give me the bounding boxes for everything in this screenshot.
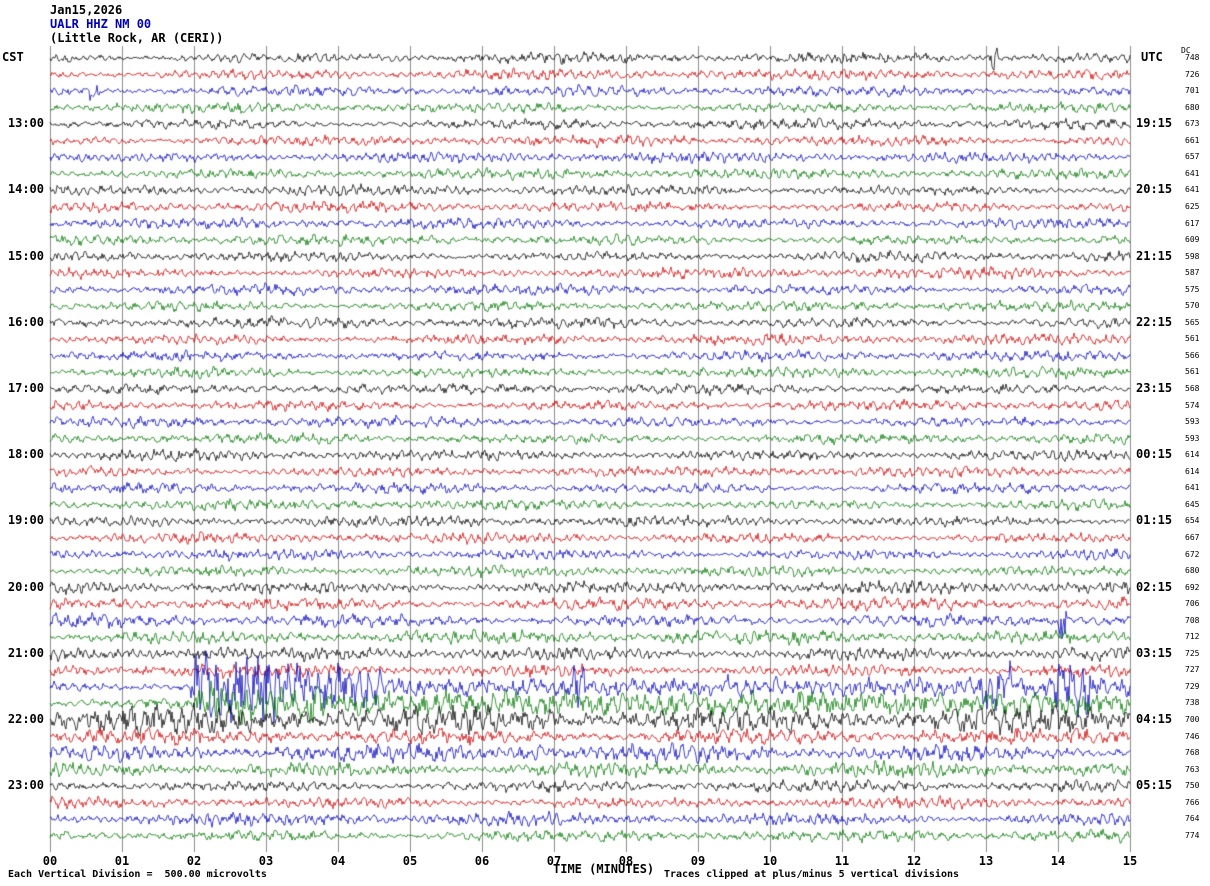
right-time-label: 22:15 xyxy=(1136,314,1173,329)
dc-value: 673 xyxy=(1185,119,1200,129)
right-time-label: 02:15 xyxy=(1136,579,1173,594)
x-tick-label: 13 xyxy=(978,854,994,868)
dc-value: 764 xyxy=(1185,814,1200,824)
right-time-label: 04:15 xyxy=(1136,712,1173,726)
dc-value: 654 xyxy=(1185,516,1200,526)
x-tick-label: 01 xyxy=(114,854,130,868)
dc-value: 641 xyxy=(1185,168,1200,178)
dc-value: 726 xyxy=(1185,69,1200,79)
x-tick-label: 04 xyxy=(330,854,346,868)
dc-column-header: DC xyxy=(1181,46,1191,55)
dc-value: 598 xyxy=(1185,251,1200,261)
x-axis-title: TIME (MINUTES) xyxy=(553,862,655,876)
dc-value: 565 xyxy=(1185,317,1200,327)
dc-value: 712 xyxy=(1185,632,1200,642)
left-time-label: 21:00 xyxy=(7,645,44,660)
dc-value: 738 xyxy=(1185,698,1200,708)
x-tick-label: 02 xyxy=(186,854,202,868)
dc-value: 727 xyxy=(1185,665,1200,675)
dc-value: 568 xyxy=(1185,384,1200,393)
dc-value: 614 xyxy=(1185,450,1200,460)
dc-value: 645 xyxy=(1185,499,1200,509)
station-label: UALR HHZ NM 00 xyxy=(50,17,152,31)
right-timezone-label: UTC xyxy=(1141,50,1163,64)
dc-value: 641 xyxy=(1185,185,1200,195)
x-tick-label: 03 xyxy=(258,854,274,868)
left-time-label: 23:00 xyxy=(7,778,44,793)
dc-value: 570 xyxy=(1185,301,1200,311)
x-tick-label: 05 xyxy=(402,854,418,868)
left-time-label: 20:00 xyxy=(7,579,44,594)
dc-value: 575 xyxy=(1185,284,1200,294)
dc-value: 614 xyxy=(1185,466,1200,476)
dc-value: 625 xyxy=(1185,201,1200,211)
x-tick-label: 06 xyxy=(474,854,490,868)
dc-value: 746 xyxy=(1185,731,1200,741)
dc-value: 680 xyxy=(1185,566,1200,576)
dc-value: 566 xyxy=(1185,350,1200,360)
dc-value: 587 xyxy=(1185,268,1200,278)
right-time-label: 05:15 xyxy=(1136,778,1173,793)
x-tick-label: 09 xyxy=(690,854,706,868)
dc-value: 609 xyxy=(1185,235,1200,245)
x-tick-label: 12 xyxy=(906,854,922,868)
dc-value: 708 xyxy=(1185,615,1200,625)
left-time-label: 22:00 xyxy=(7,712,44,726)
date-label: Jan15,2026 xyxy=(50,3,123,17)
x-tick-label: 11 xyxy=(834,854,850,868)
x-tick-label: 15 xyxy=(1122,854,1138,868)
scale-note: Each Vertical Division = 500.00 microvol… xyxy=(8,869,267,880)
clip-note: Traces clipped at plus/minus 5 vertical … xyxy=(664,869,960,880)
dc-value: 748 xyxy=(1185,53,1200,62)
dc-value: 574 xyxy=(1185,400,1200,410)
dc-value: 763 xyxy=(1185,764,1200,774)
right-time-label: 03:15 xyxy=(1136,645,1173,660)
dc-value: 617 xyxy=(1185,218,1200,228)
dc-value: 641 xyxy=(1185,483,1200,493)
dc-value: 561 xyxy=(1185,367,1200,377)
dc-value: 561 xyxy=(1185,334,1200,344)
dc-value: 593 xyxy=(1185,433,1200,443)
x-tick-label: 08 xyxy=(618,854,634,868)
left-time-label: 15:00 xyxy=(7,248,44,263)
right-time-label: 20:15 xyxy=(1136,182,1173,197)
x-tick-label: 14 xyxy=(1050,854,1066,868)
dc-value: 725 xyxy=(1185,648,1200,658)
dc-value: 701 xyxy=(1185,86,1200,96)
dc-value: 706 xyxy=(1185,599,1200,609)
dc-value: 680 xyxy=(1185,102,1200,112)
left-timezone-label: CST xyxy=(2,50,24,64)
left-time-label: 16:00 xyxy=(7,314,44,329)
x-tick-label: 10 xyxy=(762,854,778,868)
dc-value: 729 xyxy=(1185,681,1200,691)
right-time-label: 19:15 xyxy=(1136,116,1173,131)
dc-value: 692 xyxy=(1185,582,1200,592)
dc-value: 657 xyxy=(1185,152,1200,162)
left-time-label: 14:00 xyxy=(7,182,44,197)
left-time-label: 18:00 xyxy=(7,447,44,462)
right-time-label: 01:15 xyxy=(1136,513,1173,528)
dc-value: 661 xyxy=(1185,135,1200,145)
location-label: (Little Rock, AR (CERI)) xyxy=(50,31,224,45)
dc-value: 700 xyxy=(1185,715,1200,724)
left-time-label: 17:00 xyxy=(7,381,44,395)
dc-value: 774 xyxy=(1185,830,1200,840)
dc-value: 766 xyxy=(1185,797,1200,807)
dc-value: 593 xyxy=(1185,417,1200,427)
dc-value: 667 xyxy=(1185,532,1200,542)
left-time-label: 19:00 xyxy=(7,513,44,528)
right-time-label: 21:15 xyxy=(1136,248,1173,263)
right-time-label: 23:15 xyxy=(1136,381,1173,395)
dc-value: 672 xyxy=(1185,549,1200,559)
dc-value: 768 xyxy=(1185,748,1200,758)
x-tick-label: 07 xyxy=(546,854,562,868)
dc-value: 750 xyxy=(1185,781,1200,791)
x-tick-label: 00 xyxy=(42,854,58,868)
right-time-label: 00:15 xyxy=(1136,447,1173,462)
left-time-label: 13:00 xyxy=(7,116,44,131)
